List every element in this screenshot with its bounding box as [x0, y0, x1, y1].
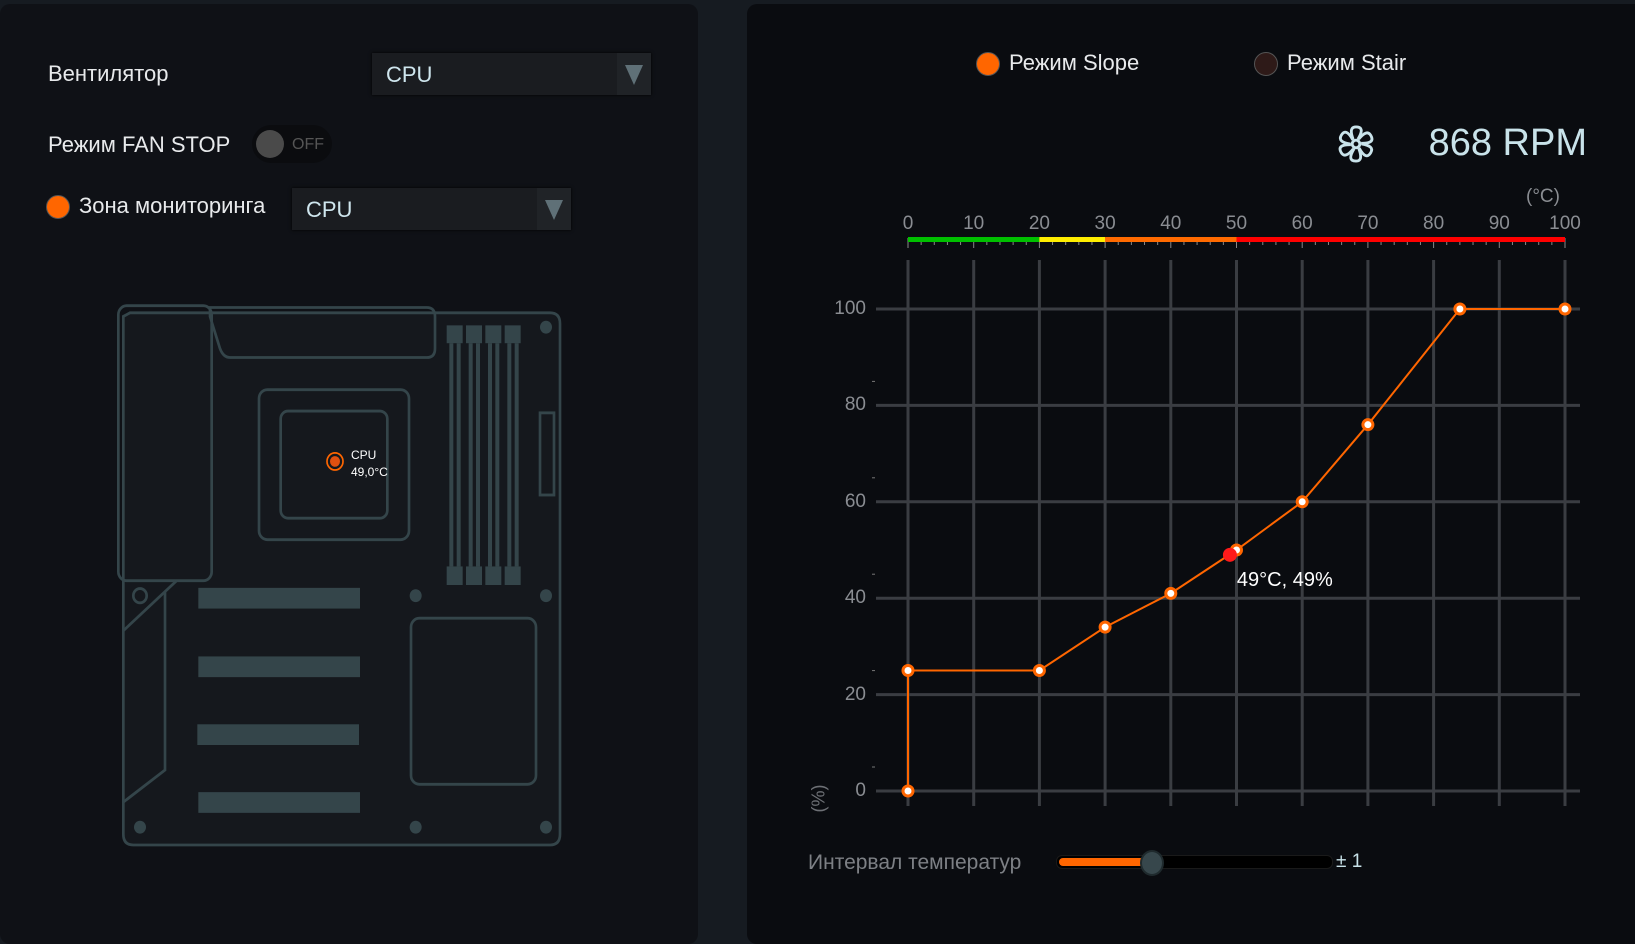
x-tick-label: 70: [1357, 213, 1379, 234]
fan-curve-panel: [747, 4, 1635, 944]
temp-color-bar: [1236, 237, 1565, 242]
current-point-label: 49°C, 49%: [1236, 568, 1333, 591]
fan-stop-label: Режим FAN STOP: [48, 132, 231, 157]
rpm-readout: 868 RPM: [1428, 122, 1587, 164]
temp-color-bar: [1039, 237, 1106, 242]
y-axis-unit: (%): [808, 784, 829, 813]
curve-point[interactable]: [1361, 418, 1375, 432]
curve-point[interactable]: [1164, 586, 1178, 600]
motherboard-diagram: [117, 304, 562, 847]
curve-point[interactable]: [1295, 495, 1309, 509]
slope-mode-radio[interactable]: [976, 52, 1000, 76]
fan-curve-line: [907, 308, 1565, 791]
x-tick-label: 20: [1028, 213, 1050, 234]
y-tick-label: 100: [834, 298, 866, 319]
fan-icon: [1337, 125, 1375, 163]
y-tick-label: 60: [844, 490, 866, 512]
fan-stop-toggle[interactable]: OFF: [252, 125, 332, 163]
x-tick-label: 30: [1094, 213, 1116, 234]
curve-point[interactable]: [1453, 302, 1467, 316]
x-tick-label: 0: [902, 213, 914, 234]
interval-label: Интервал температур: [808, 851, 1022, 874]
monitor-zone-select[interactable]: CPU: [292, 188, 571, 230]
x-tick-label: 50: [1225, 213, 1248, 234]
sensor-name: CPU: [351, 448, 377, 462]
x-tick-label: 80: [1423, 213, 1445, 234]
interval-slider[interactable]: [1056, 850, 1333, 876]
monitor-zone-value: CPU: [306, 197, 353, 222]
fan-label: Вентилятор: [48, 61, 169, 86]
interval-slider-fill: [1059, 858, 1152, 866]
toggle-knob: [256, 130, 284, 158]
x-tick-label: 10: [963, 213, 985, 234]
temp-color-bar: [908, 237, 1040, 242]
sensor-marker[interactable]: [326, 451, 344, 471]
fan-select[interactable]: CPU: [372, 53, 651, 95]
curve-point[interactable]: [1098, 620, 1112, 634]
chevron-down-icon[interactable]: [537, 188, 571, 230]
interval-slider-thumb[interactable]: [1140, 850, 1165, 876]
y-tick-label: 20: [844, 683, 866, 705]
slope-mode-label[interactable]: Режим Slope: [1009, 50, 1140, 75]
x-tick-label: 60: [1291, 213, 1313, 234]
chevron-down-icon[interactable]: [617, 53, 651, 95]
x-tick-label: 40: [1160, 213, 1182, 234]
curve-point[interactable]: [901, 664, 915, 677]
x-axis-unit: (°C): [1526, 186, 1560, 207]
monitor-zone-label: Зона мониторинга: [79, 193, 266, 218]
fan-select-value: CPU: [386, 62, 433, 87]
interval-value: ± 1: [1336, 851, 1363, 872]
current-point-marker: [1222, 547, 1237, 562]
sensor-label: CPU 49,0°C: [351, 447, 388, 481]
y-tick-label: 40: [844, 587, 866, 609]
y-tick-label: 0: [855, 780, 866, 801]
monitor-zone-radio[interactable]: [46, 195, 70, 219]
curve-point[interactable]: [1558, 302, 1572, 316]
stair-mode-label[interactable]: Режим Stair: [1287, 50, 1407, 75]
curve-point[interactable]: [901, 784, 915, 798]
temp-color-bar: [1105, 237, 1237, 242]
curve-point[interactable]: [1032, 664, 1046, 677]
stair-mode-radio[interactable]: [1254, 52, 1278, 76]
x-tick-label: 90: [1488, 213, 1510, 234]
x-tick-label: 100: [1549, 213, 1581, 234]
sensor-temp: 49,0°C: [351, 465, 388, 479]
y-tick-label: 80: [844, 394, 866, 416]
toggle-state: OFF: [292, 136, 324, 153]
